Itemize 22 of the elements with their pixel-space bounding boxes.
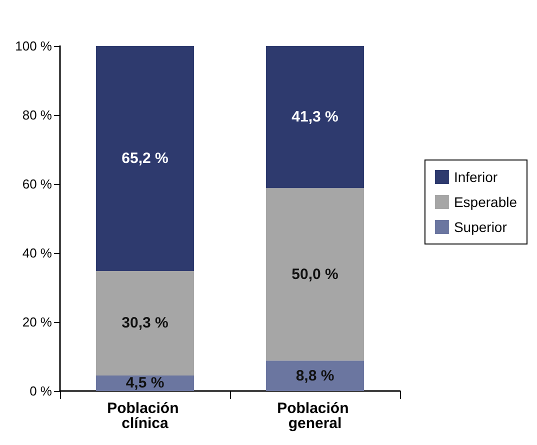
data-label: 41,3 % (292, 108, 338, 126)
legend-label: Superior (454, 219, 508, 235)
bar (266, 188, 364, 361)
x-tick-label: Población general (277, 400, 353, 432)
bar (96, 270, 194, 376)
data-label: 50,0 % (292, 266, 338, 283)
y-tick-label: 20 % (22, 314, 52, 330)
legend-label: Inferior (454, 169, 498, 185)
bar (266, 360, 364, 391)
y-tick-label: 80 % (22, 108, 52, 122)
data-label: 8,8 % (296, 367, 334, 384)
y-tick-label: 0 % (30, 384, 52, 398)
bar (266, 46, 364, 188)
x-tick-label: Población clínica (107, 400, 183, 432)
data-label: 30,3 % (122, 314, 168, 332)
bar (96, 46, 194, 271)
data-label: 4,5 % (126, 374, 164, 392)
y-tick-label: 100 % (15, 38, 52, 54)
y-tick-label: 40 % (22, 246, 52, 260)
data-label: 65,2 % (122, 150, 168, 167)
y-tick-label: 60 % (22, 176, 52, 192)
legend-label: Esperable (454, 194, 518, 210)
